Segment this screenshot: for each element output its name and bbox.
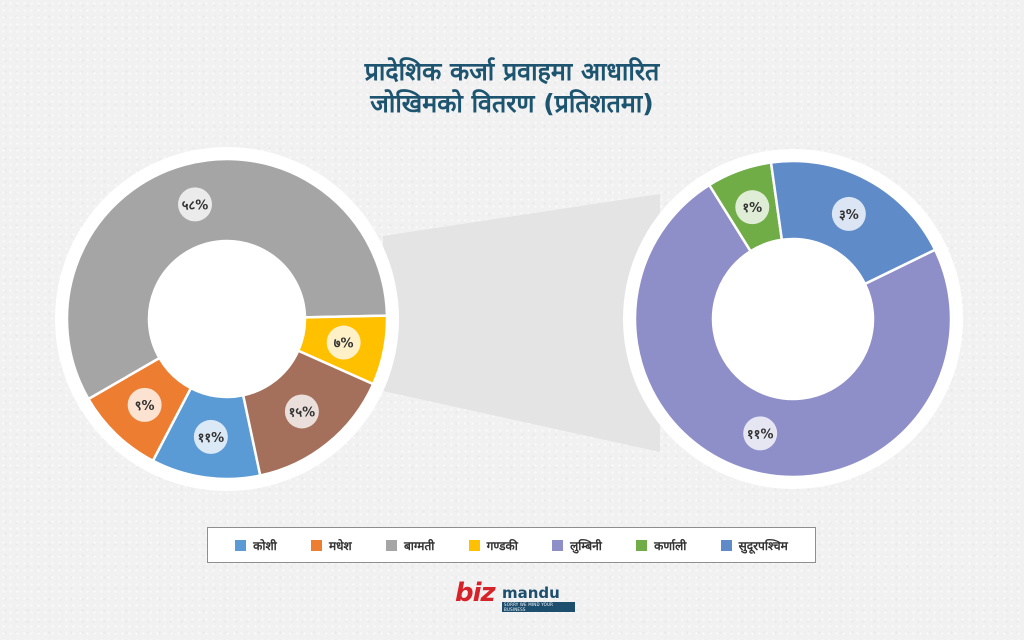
- slice-label-bg-1-0: [743, 416, 778, 451]
- slice-label-0-4: १५%: [289, 405, 316, 420]
- title-line-2: जोखिमको वितरण (प्रतिशतमा): [370, 89, 654, 118]
- legend-swatch-2: [385, 539, 397, 551]
- slice-label-bg-1-1: [735, 190, 770, 225]
- donut-hole-0: [149, 241, 305, 397]
- donut-chart-left: ११% ९% ५८% ७% १५%: [55, 147, 399, 491]
- slice-label-bg-0-4: [284, 394, 319, 429]
- legend-swatch-5: [636, 539, 648, 551]
- legend-label-3: गण्डकी: [486, 538, 518, 553]
- legend-label-1: मधेश: [328, 538, 352, 553]
- slice-label-bg-0-3: [326, 325, 361, 360]
- legend-item-4: लुम्बिनी: [552, 537, 602, 554]
- slice-label-0-0: ११%: [198, 431, 225, 446]
- legend-item-2: बाग्मती: [385, 537, 435, 554]
- bar-of-pie-connector: [383, 194, 660, 452]
- title-line-1: प्रादेशिक कर्जा प्रवाहमा आधारित: [364, 57, 660, 86]
- legend: कोशी मधेश बाग्मती गण्डकी लुम्बिनी कर्णाली सुदू…: [207, 527, 816, 563]
- slice-label-1-0: ११%: [747, 427, 774, 442]
- slice-label-1-2: ३%: [839, 208, 859, 223]
- legend-swatch-6: [720, 539, 732, 551]
- slice-label-0-1: ९%: [135, 399, 155, 414]
- legend-swatch-4: [552, 539, 564, 551]
- legend-item-3: गण्डकी: [468, 537, 518, 554]
- legend-swatch-0: [235, 539, 247, 551]
- legend-item-5: कर्णाली: [636, 537, 686, 554]
- slice-label-0-3: ७%: [334, 337, 354, 352]
- bizmandu-logo: biz mandu SORRY WE MIND YOUR BUSINESS: [455, 578, 575, 612]
- connector-shape: [383, 194, 660, 452]
- slice-label-0-2: ५८%: [182, 198, 209, 213]
- legend-label-0: कोशी: [253, 538, 277, 553]
- legend-label-5: कर्णाली: [654, 538, 687, 553]
- legend-swatch-1: [310, 539, 322, 551]
- slice-label-bg-0-1: [127, 387, 162, 422]
- legend-item-0: कोशी: [235, 537, 277, 554]
- slice-label-bg-0-0: [193, 419, 228, 454]
- chart-title: प्रादेशिक कर्जा प्रवाहमा आधारित जोखिमको …: [0, 56, 1024, 120]
- legend-label-6: सुदूरपश्चिम: [738, 538, 788, 553]
- donut-chart-right: ११% १% ३%: [623, 149, 963, 489]
- donut-hole-1: [713, 239, 873, 399]
- slice-label-bg-0-2: [177, 187, 212, 222]
- legend-item-6: सुदूरपश्चिम: [720, 537, 788, 554]
- slice-label-bg-1-2: [831, 196, 866, 231]
- slice-label-1-1: १%: [742, 201, 762, 216]
- legend-label-4: लुम्बिनी: [570, 538, 602, 553]
- legend-swatch-3: [468, 539, 480, 551]
- legend-item-1: मधेश: [310, 537, 352, 554]
- legend-label-2: बाग्मती: [403, 538, 435, 553]
